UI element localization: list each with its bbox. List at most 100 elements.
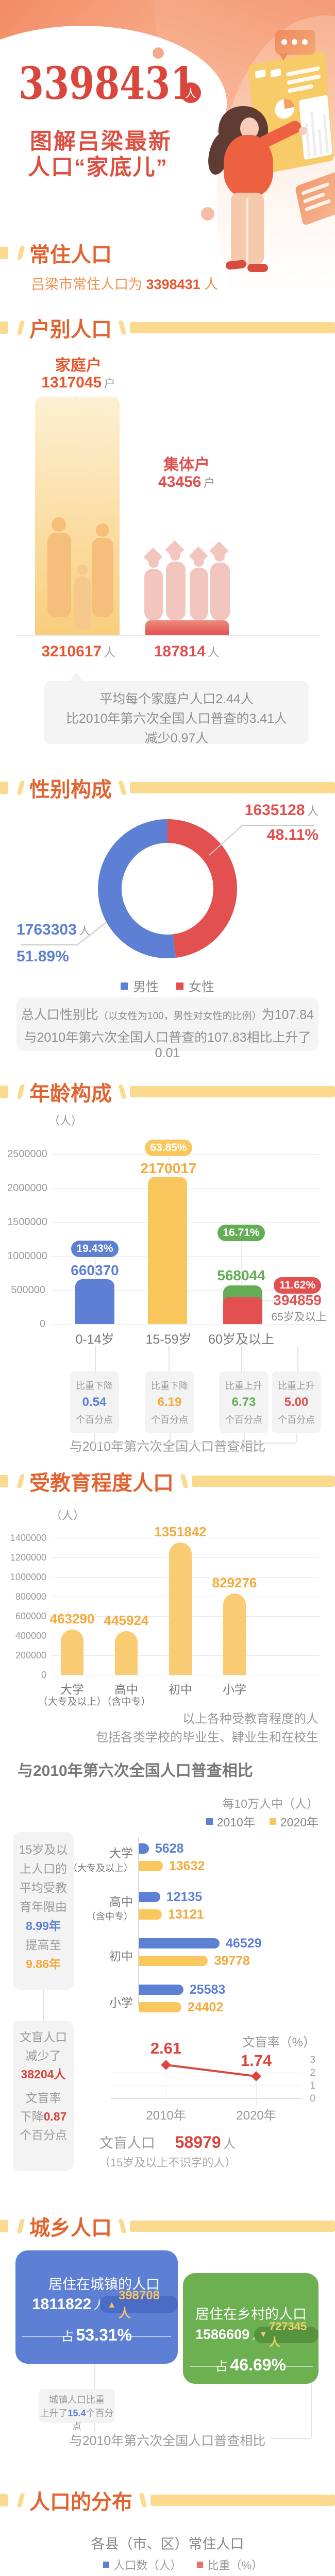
illiterate-value: 58979 <box>175 2133 221 2151</box>
edu-years-from: 8.99年 <box>26 1919 61 1933</box>
collective-bar <box>145 620 229 635</box>
male-unit: 人 <box>79 924 91 937</box>
ec-val-2010: 12135 <box>166 1890 203 1904</box>
ec-label: 小学 <box>109 1996 133 2009</box>
sex-donut-chart <box>98 819 237 958</box>
section-title-age: 年龄构成 <box>29 1082 112 1105</box>
ec-val-2020: 24402 <box>187 2000 224 2014</box>
ribbon-brace <box>16 1084 25 1099</box>
swatch-2010 <box>206 1818 213 1825</box>
urban-share-label: 占 <box>61 2330 74 2344</box>
connector-line <box>94 2364 95 2389</box>
section-age: 年龄构成 <box>0 1079 335 1105</box>
section-title-household: 户别人口 <box>29 318 112 341</box>
urban-note-prefix: 城镇人口比重 上升了 <box>40 2395 105 2418</box>
edu-ytick: 400000 <box>15 1631 46 1641</box>
illiteracy-ytick: 1 <box>310 2080 315 2091</box>
total-population-number: 3398431 <box>19 58 196 110</box>
page-title-line2: 人口“家底儿” <box>28 155 168 180</box>
age-connector <box>95 1346 96 1371</box>
age-value: 2170017 <box>140 1160 197 1176</box>
ec-label: 初中 <box>109 1950 133 1963</box>
edu-compare-axis <box>138 1837 139 2007</box>
age-bracket <box>170 1433 171 1443</box>
rural-card: 居住在乡村的人口 1586609 人 ▼ 727345人 占 46.69% <box>183 2273 319 2384</box>
ribbon-tab <box>0 2494 8 2506</box>
swatch-2020 <box>269 1818 276 1825</box>
urban-delta-value: 398708 人 <box>118 2288 160 2320</box>
age-change-card: 比重下降 0.54 个百分点 <box>70 1371 119 1433</box>
section-sex: 性别构成 <box>0 775 335 801</box>
family-count-unit: 户 <box>104 377 115 390</box>
illiteracy-rate-text: 文盲率 下降 <box>20 2091 61 2123</box>
education-unit-label: （人） <box>51 1509 85 1522</box>
age-connector <box>169 1346 170 1371</box>
edu-category: 高中 <box>114 1683 138 1696</box>
illiteracy-ytick: 3 <box>310 2055 315 2065</box>
illiterate-unit: 人 <box>223 2137 236 2151</box>
illiteracy-rate-value: 0.87 <box>43 2110 67 2123</box>
ec-bar-2010 <box>139 1938 220 1948</box>
education-note-line2: 包括各类学校的毕业生、肄业生和在校生 <box>96 1731 319 1744</box>
legend-item-population: 人口数（人） <box>103 2556 181 2573</box>
family-persons-unit: 人 <box>104 646 115 659</box>
ec-label-sub: （含中专） <box>87 1911 133 1922</box>
ribbon-tab <box>0 1475 8 1487</box>
section-distribution: 人口的分布 <box>0 2487 335 2514</box>
legend-item-2010: 2010年 <box>206 1812 255 1830</box>
urban-note-value: 15.4 <box>68 2408 86 2418</box>
illiterate-population-row: 文盲人口 58979 人 <box>0 2132 335 2152</box>
collective-persons-value: 187814 <box>154 643 206 660</box>
age-change-card: 比重上升 5.00 个百分点 <box>272 1371 321 1433</box>
card-connector <box>43 1990 44 2021</box>
collective-count-value: 43456 <box>158 473 202 490</box>
legend-2010-label: 2010年 <box>216 1816 255 1829</box>
female-legend-swatch <box>176 982 183 990</box>
female-legend-label: 女性 <box>189 980 215 994</box>
resident-desc: 吕梁市常住人口为 3398431 人 <box>31 273 218 293</box>
share-swatch <box>197 2562 204 2568</box>
male-value: 1763303 <box>16 921 77 938</box>
edu-ytick: 200000 <box>15 1650 46 1660</box>
age-overlay-label: 65岁及以上 <box>271 1311 327 1323</box>
female-pct: 48.11% <box>266 826 319 843</box>
ribbon-tab <box>0 321 8 334</box>
age-ytick: 2500000 <box>7 1148 47 1160</box>
illiteracy-point-2020: 1.74 <box>240 2052 272 2070</box>
age-dotted-line <box>169 1157 170 1176</box>
ribbon-band <box>130 1086 335 1097</box>
ec-bar-2010 <box>139 1985 183 1995</box>
edu-compare-legend: 2010年 2020年 <box>191 1812 319 1830</box>
resident-desc-number: 3398431 <box>146 277 200 292</box>
edu-ytick: 1200000 <box>10 1552 46 1563</box>
ec-val-2020: 13632 <box>169 1859 205 1873</box>
rural-share-label: 占 <box>215 2360 228 2374</box>
section-title-distribution: 人口的分布 <box>29 2491 132 2514</box>
male-legend-swatch <box>120 982 128 990</box>
urban-card: 居住在城镇的人口 1811822 人 ▲ 398708 人 占 53.31% <box>15 2250 178 2364</box>
illiteracy-x-2010: 2010年 <box>146 2109 186 2123</box>
age-gridline <box>51 1324 320 1325</box>
ec-bar-2020 <box>139 1861 163 1871</box>
edu-bar-大学 <box>61 1629 83 1675</box>
family-household-label: 家庭户 <box>55 357 102 374</box>
urban-card-title: 居住在城镇的人口 <box>48 2277 160 2292</box>
edu-category: 小学 <box>223 1683 246 1696</box>
age-trend: 比重上升 <box>278 1381 315 1391</box>
household-baseline <box>15 635 320 636</box>
female-unit: 人 <box>307 805 319 818</box>
ec-bar-2010 <box>139 1892 160 1902</box>
ribbon-band <box>130 2221 335 2232</box>
urban-delta-pill: ▲ 398708 人 <box>100 2289 178 2320</box>
legend-item-female: 女性 <box>176 977 214 995</box>
ec-bar-2010 <box>139 1843 149 1854</box>
sex-note-card: 总人口性别比（以女性为100，男性对女性的比例）为107.84 与2010年第六… <box>16 997 319 1060</box>
ribbon-brace <box>118 781 127 795</box>
share-legend-label: 比重（%） <box>207 2559 263 2572</box>
age-bar-0-14岁 <box>75 1279 114 1324</box>
education-note-line1: 以上各种受教育程度的人 <box>182 1712 319 1726</box>
illiteracy-chart-title: 文盲率（%） <box>242 2036 315 2049</box>
pink-dot <box>153 47 164 59</box>
sex-note-1c: 为107.84 <box>261 1008 314 1022</box>
